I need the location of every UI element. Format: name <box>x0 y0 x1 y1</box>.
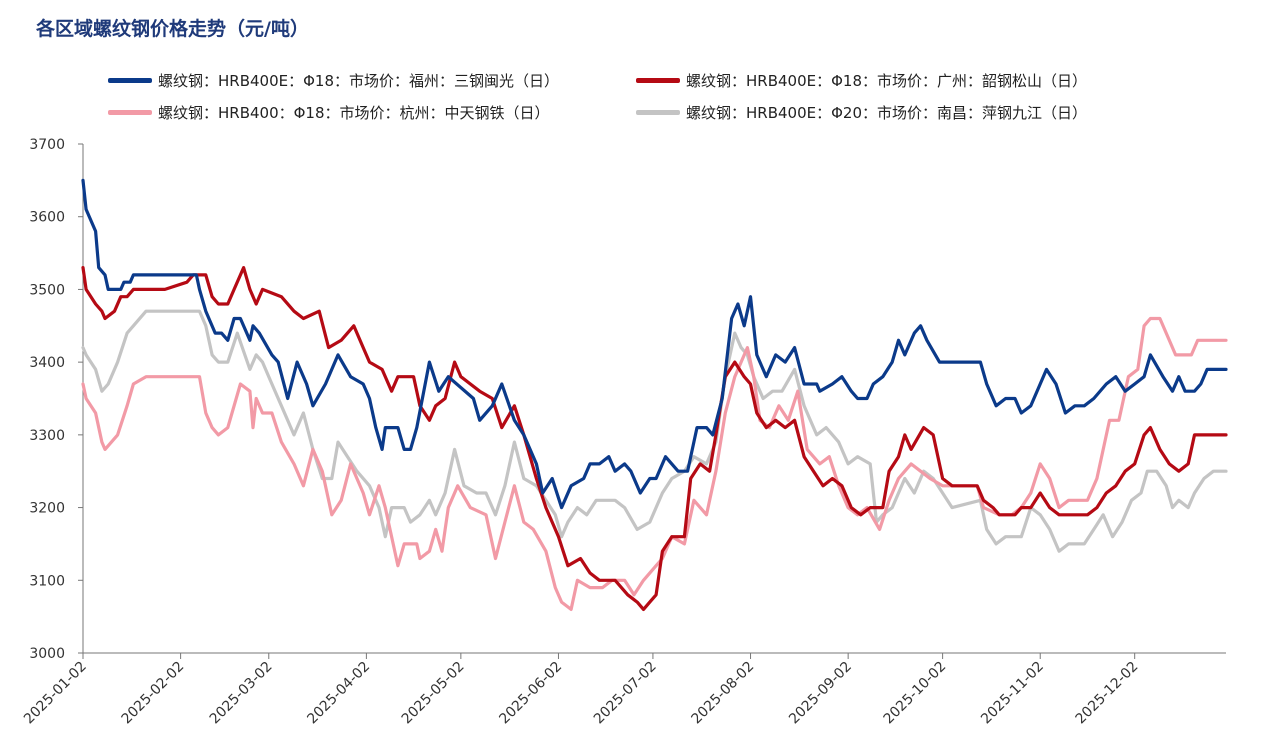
y-tick-label: 3400 <box>29 355 65 371</box>
x-tick-label: 2025-09-02 <box>786 659 855 728</box>
y-tick-label: 3100 <box>29 573 65 589</box>
y-tick-label: 3500 <box>29 282 65 298</box>
legend-label: 螺纹钢：HRB400E：Φ18：市场价：福州：三钢闽光（日） <box>158 71 559 90</box>
y-tick-label: 3200 <box>29 501 65 517</box>
y-tick-label: 3000 <box>29 646 65 662</box>
legend-swatch <box>636 109 680 115</box>
x-tick-label: 2025-08-02 <box>689 659 758 728</box>
y-tick-label: 3300 <box>29 428 65 444</box>
legend-label: 螺纹钢：HRB400E：Φ20：市场价：南昌：萍钢九江（日） <box>686 103 1087 122</box>
y-tick-label: 3600 <box>29 210 65 226</box>
legend-swatch <box>108 77 152 83</box>
x-tick-label: 2025-02-02 <box>119 659 188 728</box>
legend-item-hangzhou[interactable]: 螺纹钢：HRB400：Φ18：市场价：杭州：中天钢铁（日） <box>108 96 636 128</box>
x-tick-label: 2025-12-02 <box>1073 659 1142 728</box>
legend-label: 螺纹钢：HRB400E：Φ18：市场价：广州：韶钢松山（日） <box>686 71 1087 90</box>
legend-label: 螺纹钢：HRB400：Φ18：市场价：杭州：中天钢铁（日） <box>158 103 550 122</box>
x-tick-label: 2025-05-02 <box>399 659 468 728</box>
chart-title: 各区域螺纹钢价格走势（元/吨） <box>36 18 309 40</box>
x-tick-label: 2025-10-02 <box>881 659 950 728</box>
x-tick-label: 2025-01-02 <box>21 659 90 728</box>
x-tick-label: 2025-11-02 <box>978 659 1047 728</box>
legend-item-nanchang[interactable]: 螺纹钢：HRB400E：Φ20：市场价：南昌：萍钢九江（日） <box>636 96 1164 128</box>
x-tick-label: 2025-06-02 <box>496 659 565 728</box>
legend-swatch <box>108 109 152 115</box>
legend-item-fuzhou[interactable]: 螺纹钢：HRB400E：Φ18：市场价：福州：三钢闽光（日） <box>108 64 636 96</box>
y-axis: 3000 3100 3200 3300 3400 3500 3600 3700 <box>29 137 84 662</box>
series-line-fuzhou[interactable] <box>81 178 1228 510</box>
series-group <box>81 178 1228 612</box>
x-tick-label: 2025-03-02 <box>207 659 276 728</box>
x-tick-label: 2025-04-02 <box>304 659 373 728</box>
series-line-nanchang[interactable] <box>81 309 1228 553</box>
legend-item-guangzhou[interactable]: 螺纹钢：HRB400E：Φ18：市场价：广州：韶钢松山（日） <box>636 64 1164 96</box>
x-tick-label: 2025-07-02 <box>591 659 660 728</box>
series-line-guangzhou[interactable] <box>81 266 1228 612</box>
y-tick-label: 3700 <box>29 137 65 153</box>
legend-swatch <box>636 77 680 83</box>
x-axis: 2025-01-02 2025-02-02 2025-03-02 2025-04-02… <box>21 652 1226 728</box>
chart-legend: 螺纹钢：HRB400E：Φ18：市场价：福州：三钢闽光（日） 螺纹钢：HRB40… <box>108 64 1228 128</box>
